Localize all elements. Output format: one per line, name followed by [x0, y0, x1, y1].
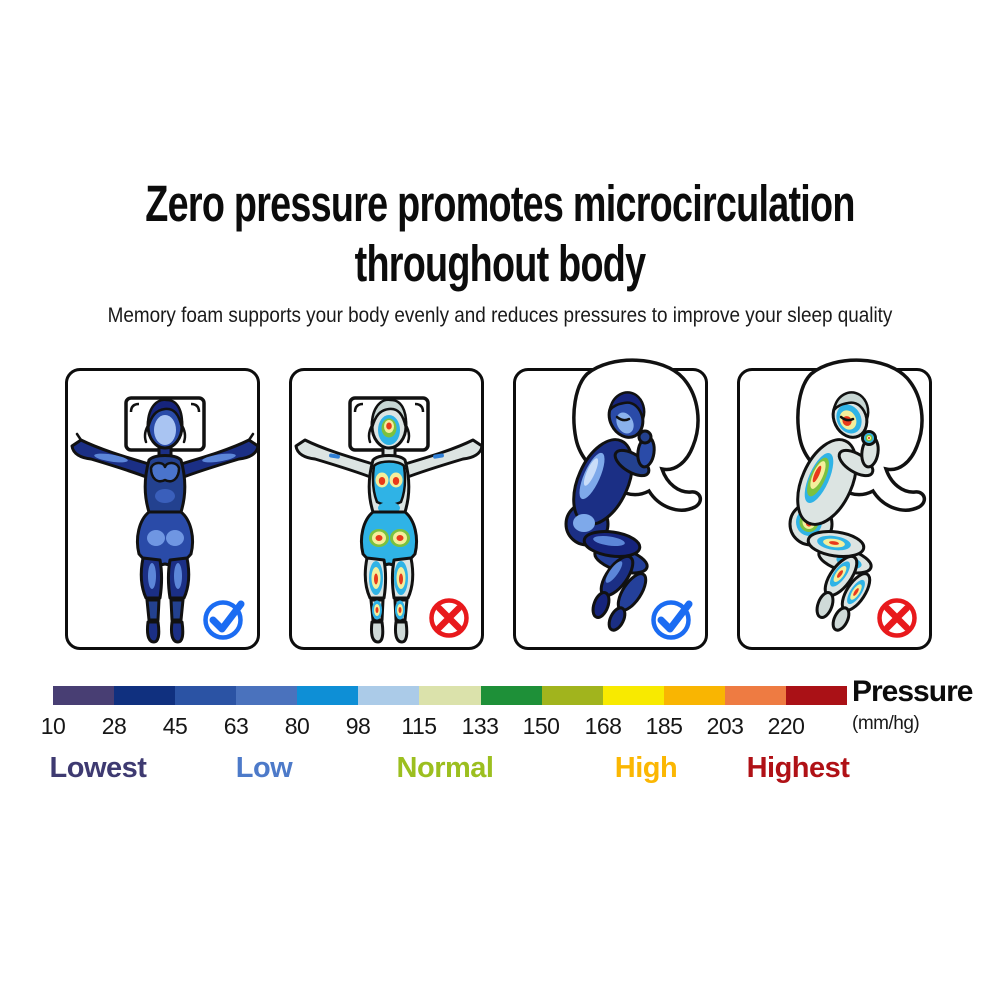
scale-segment — [663, 686, 725, 705]
scale-segment — [480, 686, 542, 705]
scale-tick-label: 80 — [284, 713, 310, 739]
category-label-highest: Highest — [746, 752, 850, 784]
page-title: Zero pressure promotes microcirculation … — [130, 174, 870, 294]
page-subtitle: Memory foam supports your body evenly an… — [107, 304, 893, 327]
scale-segment — [114, 686, 176, 705]
body-heatmap-figure — [788, 391, 880, 632]
scale-tick-label: 185 — [645, 713, 683, 739]
scale-segment — [602, 686, 664, 705]
body-heatmap-figure — [294, 398, 484, 644]
scale-tick-label: 28 — [101, 713, 127, 739]
check-circle-icon — [651, 600, 693, 640]
scale-segment — [724, 686, 786, 705]
sleep-position-panels — [65, 358, 932, 650]
scale-tick-label: 150 — [522, 713, 560, 739]
x-circle-icon — [429, 598, 469, 638]
scale-tick-label: 45 — [162, 713, 188, 739]
scale-tick-label: 10 — [40, 713, 66, 739]
back-sleeper-pressure-points-illustration — [294, 396, 484, 644]
pressure-color-scale — [53, 686, 848, 705]
category-label-normal: Normal — [396, 752, 494, 784]
panel-back-sleeper-even — [65, 368, 260, 650]
side-sleeper-even-pressure-illustration — [564, 358, 703, 632]
scale-segment — [297, 686, 359, 705]
body-figure — [70, 398, 260, 644]
scale-tick-label: 203 — [706, 713, 744, 739]
scale-segment — [53, 686, 115, 705]
scale-segment — [541, 686, 603, 705]
category-label-high: High — [614, 752, 678, 784]
panel-side-sleeper-pressure-points — [737, 358, 932, 650]
title-line-2: throughout body — [354, 235, 646, 292]
panel-side-sleeper-even — [513, 358, 708, 650]
side-sleeper-pressure-points-illustration — [788, 358, 927, 632]
scale-segment — [785, 686, 848, 705]
body-figure — [564, 391, 656, 632]
scale-segment — [175, 686, 237, 705]
scale-tick-label: 98 — [345, 713, 371, 739]
scale-tick-label: 220 — [767, 713, 805, 739]
header: Zero pressure promotes microcirculation … — [0, 174, 1000, 328]
check-circle-icon — [203, 600, 245, 640]
back-sleeper-even-pressure-illustration — [70, 396, 260, 644]
title-line-1: Zero pressure promotes microcirculation — [145, 175, 855, 232]
category-label-low: Low — [235, 752, 293, 784]
scale-segment — [358, 686, 420, 705]
scale-tick-label: 168 — [584, 713, 622, 739]
scale-tick-label: 115 — [401, 713, 437, 739]
scale-segment — [236, 686, 298, 705]
scale-tick-label: 63 — [223, 713, 249, 739]
panel-back-sleeper-pressure-points — [289, 368, 484, 650]
pressure-scale-title: Pressure (mm/hg) — [852, 675, 973, 734]
category-label-lowest: Lowest — [49, 752, 147, 784]
scale-segment — [419, 686, 481, 705]
x-circle-icon — [877, 598, 917, 638]
pressure-unit-label: (mm/hg) — [852, 713, 920, 734]
pressure-label: Pressure — [852, 675, 973, 708]
scale-tick-label: 133 — [461, 713, 499, 739]
